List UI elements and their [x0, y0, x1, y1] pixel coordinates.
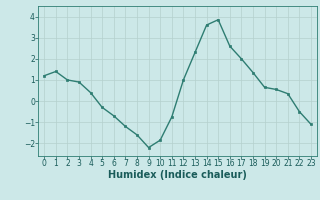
X-axis label: Humidex (Indice chaleur): Humidex (Indice chaleur): [108, 170, 247, 180]
